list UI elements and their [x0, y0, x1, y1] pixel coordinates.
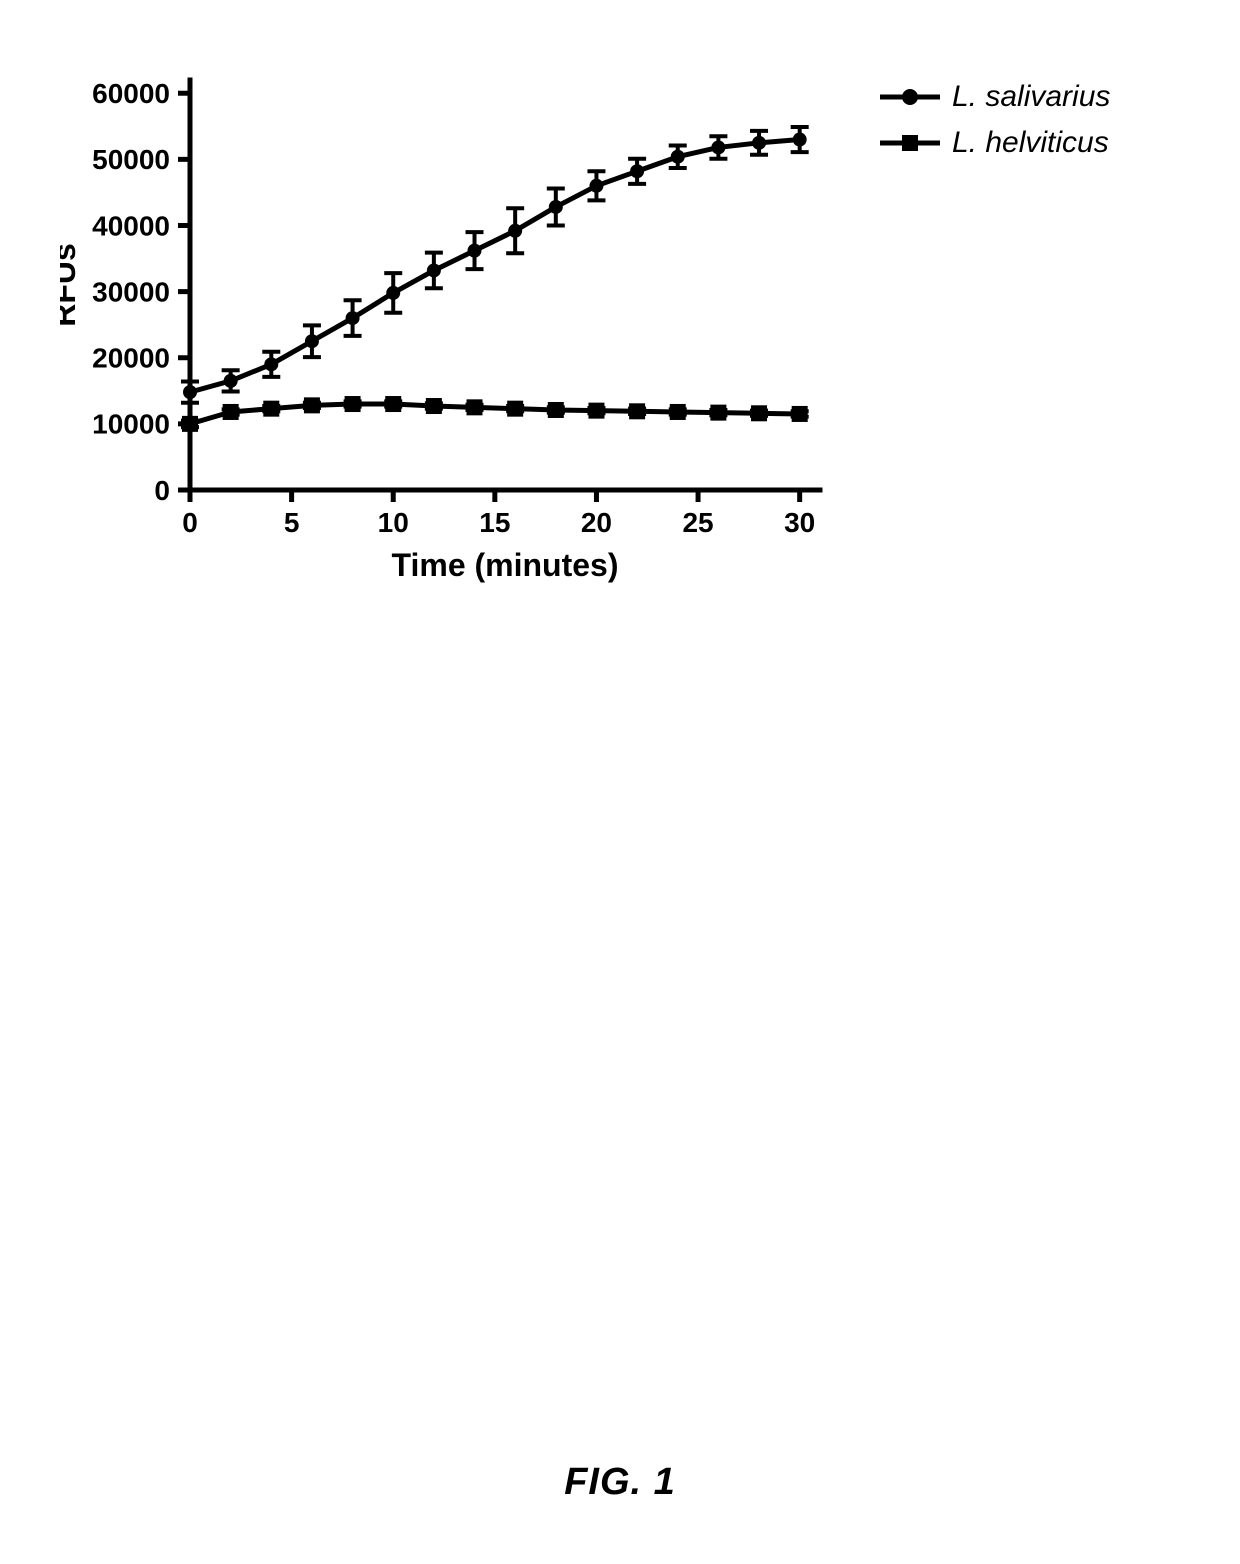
legend-item-salivarius: L. salivarius — [880, 80, 1110, 114]
legend-marker-circle-icon — [880, 85, 940, 109]
figure-area: 0 5 10 15 20 25 30 Time (minutes) 0 10000 20000 300… — [60, 60, 1180, 620]
svg-text:0: 0 — [154, 475, 170, 506]
svg-text:10000: 10000 — [92, 409, 170, 440]
svg-text:40000: 40000 — [92, 210, 170, 241]
svg-text:25: 25 — [682, 507, 713, 538]
svg-text:15: 15 — [479, 507, 510, 538]
chart-legend: L. salivarius L. helviticus — [880, 80, 1110, 172]
figure-caption: FIG. 1 — [0, 1461, 1240, 1504]
legend-label: L. salivarius — [952, 80, 1110, 114]
legend-label: L. helviticus — [952, 126, 1109, 160]
svg-text:20000: 20000 — [92, 343, 170, 374]
svg-text:5: 5 — [284, 507, 300, 538]
page: 0 5 10 15 20 25 30 Time (minutes) 0 10000 20000 300… — [0, 0, 1240, 1564]
svg-text:20: 20 — [581, 507, 612, 538]
line-chart: 0 5 10 15 20 25 30 Time (minutes) 0 10000 20000 300… — [60, 60, 840, 600]
svg-text:50000: 50000 — [92, 144, 170, 175]
svg-text:Time (minutes): Time (minutes) — [392, 547, 619, 583]
legend-item-helviticus: L. helviticus — [880, 126, 1110, 160]
svg-text:30000: 30000 — [92, 276, 170, 307]
svg-text:60000: 60000 — [92, 78, 170, 109]
svg-text:0: 0 — [182, 507, 198, 538]
legend-marker-square-icon — [880, 131, 940, 155]
svg-text:RFUs: RFUs — [60, 243, 82, 327]
svg-text:10: 10 — [378, 507, 409, 538]
svg-text:30: 30 — [784, 507, 815, 538]
